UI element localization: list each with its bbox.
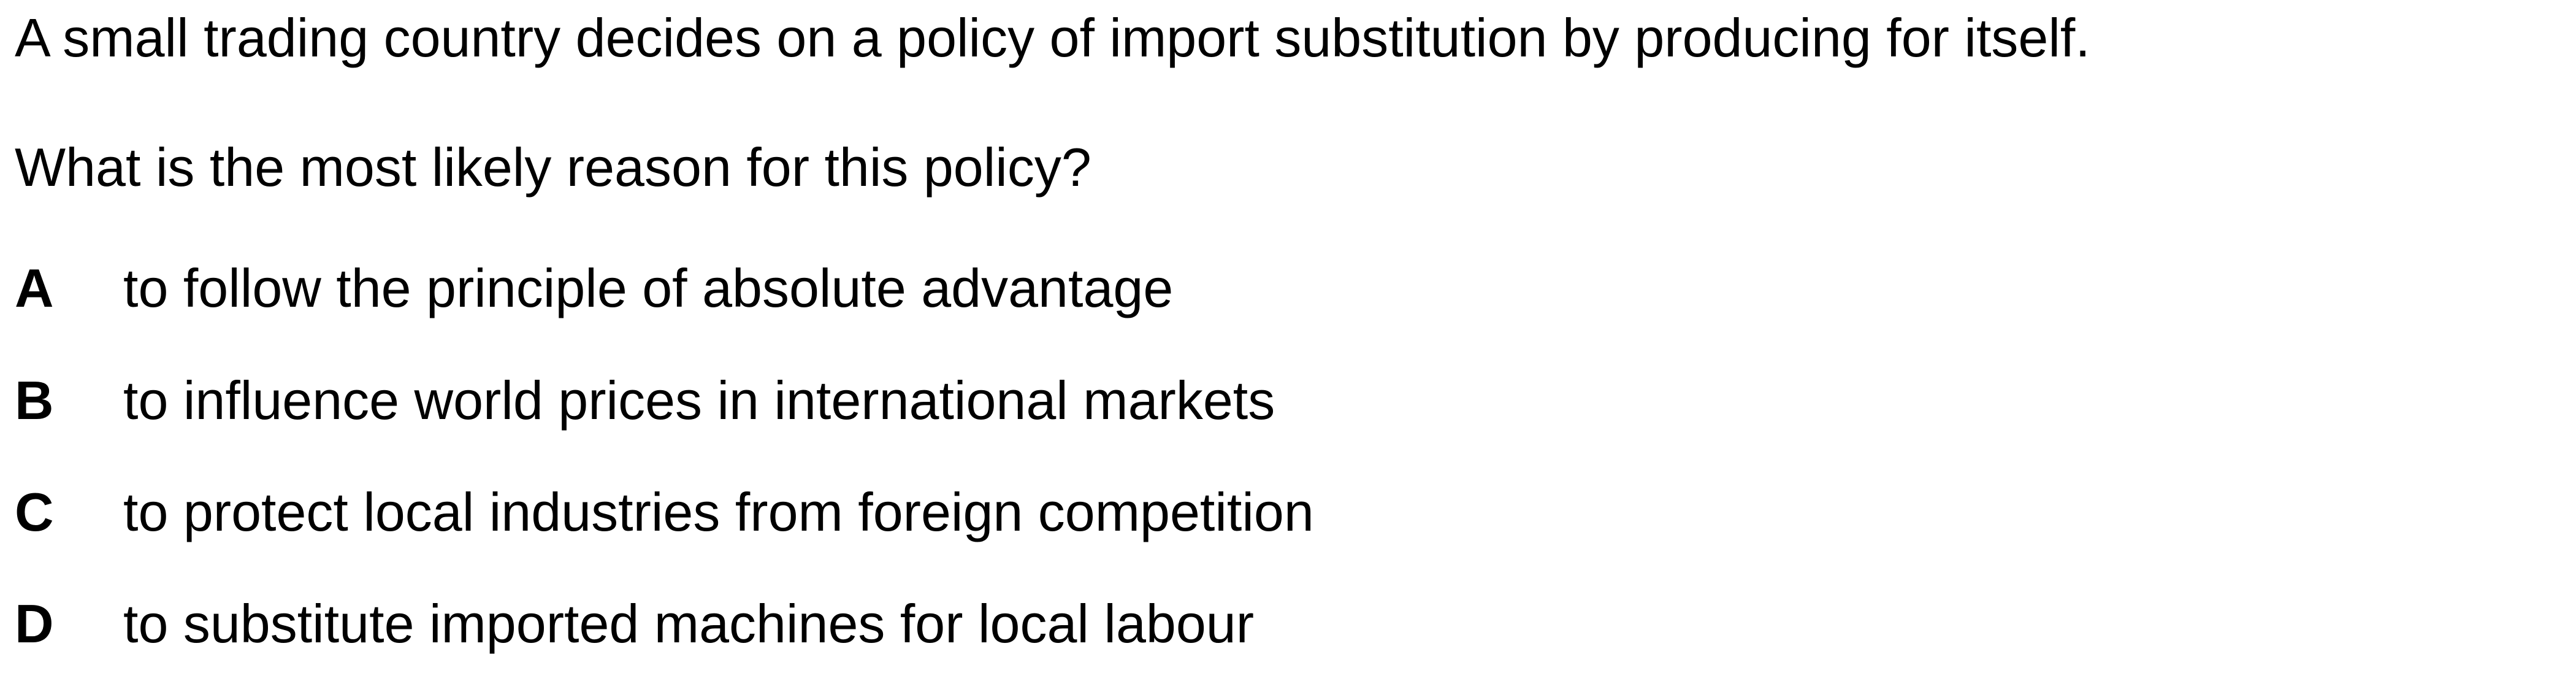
question-prompt: What is the most likely reason for this … [15,137,1091,198]
option-letter: B [15,370,54,431]
option-text: to substitute imported machines for loca… [123,593,1255,654]
option-letter: D [15,593,54,654]
option-text: to influence world prices in internation… [123,370,1275,431]
option-c: C to protect local industries from forei… [15,482,1314,543]
option-text: to protect local industries from foreign… [123,482,1314,542]
question-stem: A small trading country decides on a pol… [15,7,2090,68]
option-letter: C [15,482,54,542]
option-letter: A [15,258,54,318]
option-a: A to follow the principle of absolute ad… [15,258,1173,319]
option-b: B to influence world prices in internati… [15,370,1275,431]
option-d: D to substitute imported machines for lo… [15,593,1254,655]
option-text: to follow the principle of absolute adva… [123,258,1174,318]
